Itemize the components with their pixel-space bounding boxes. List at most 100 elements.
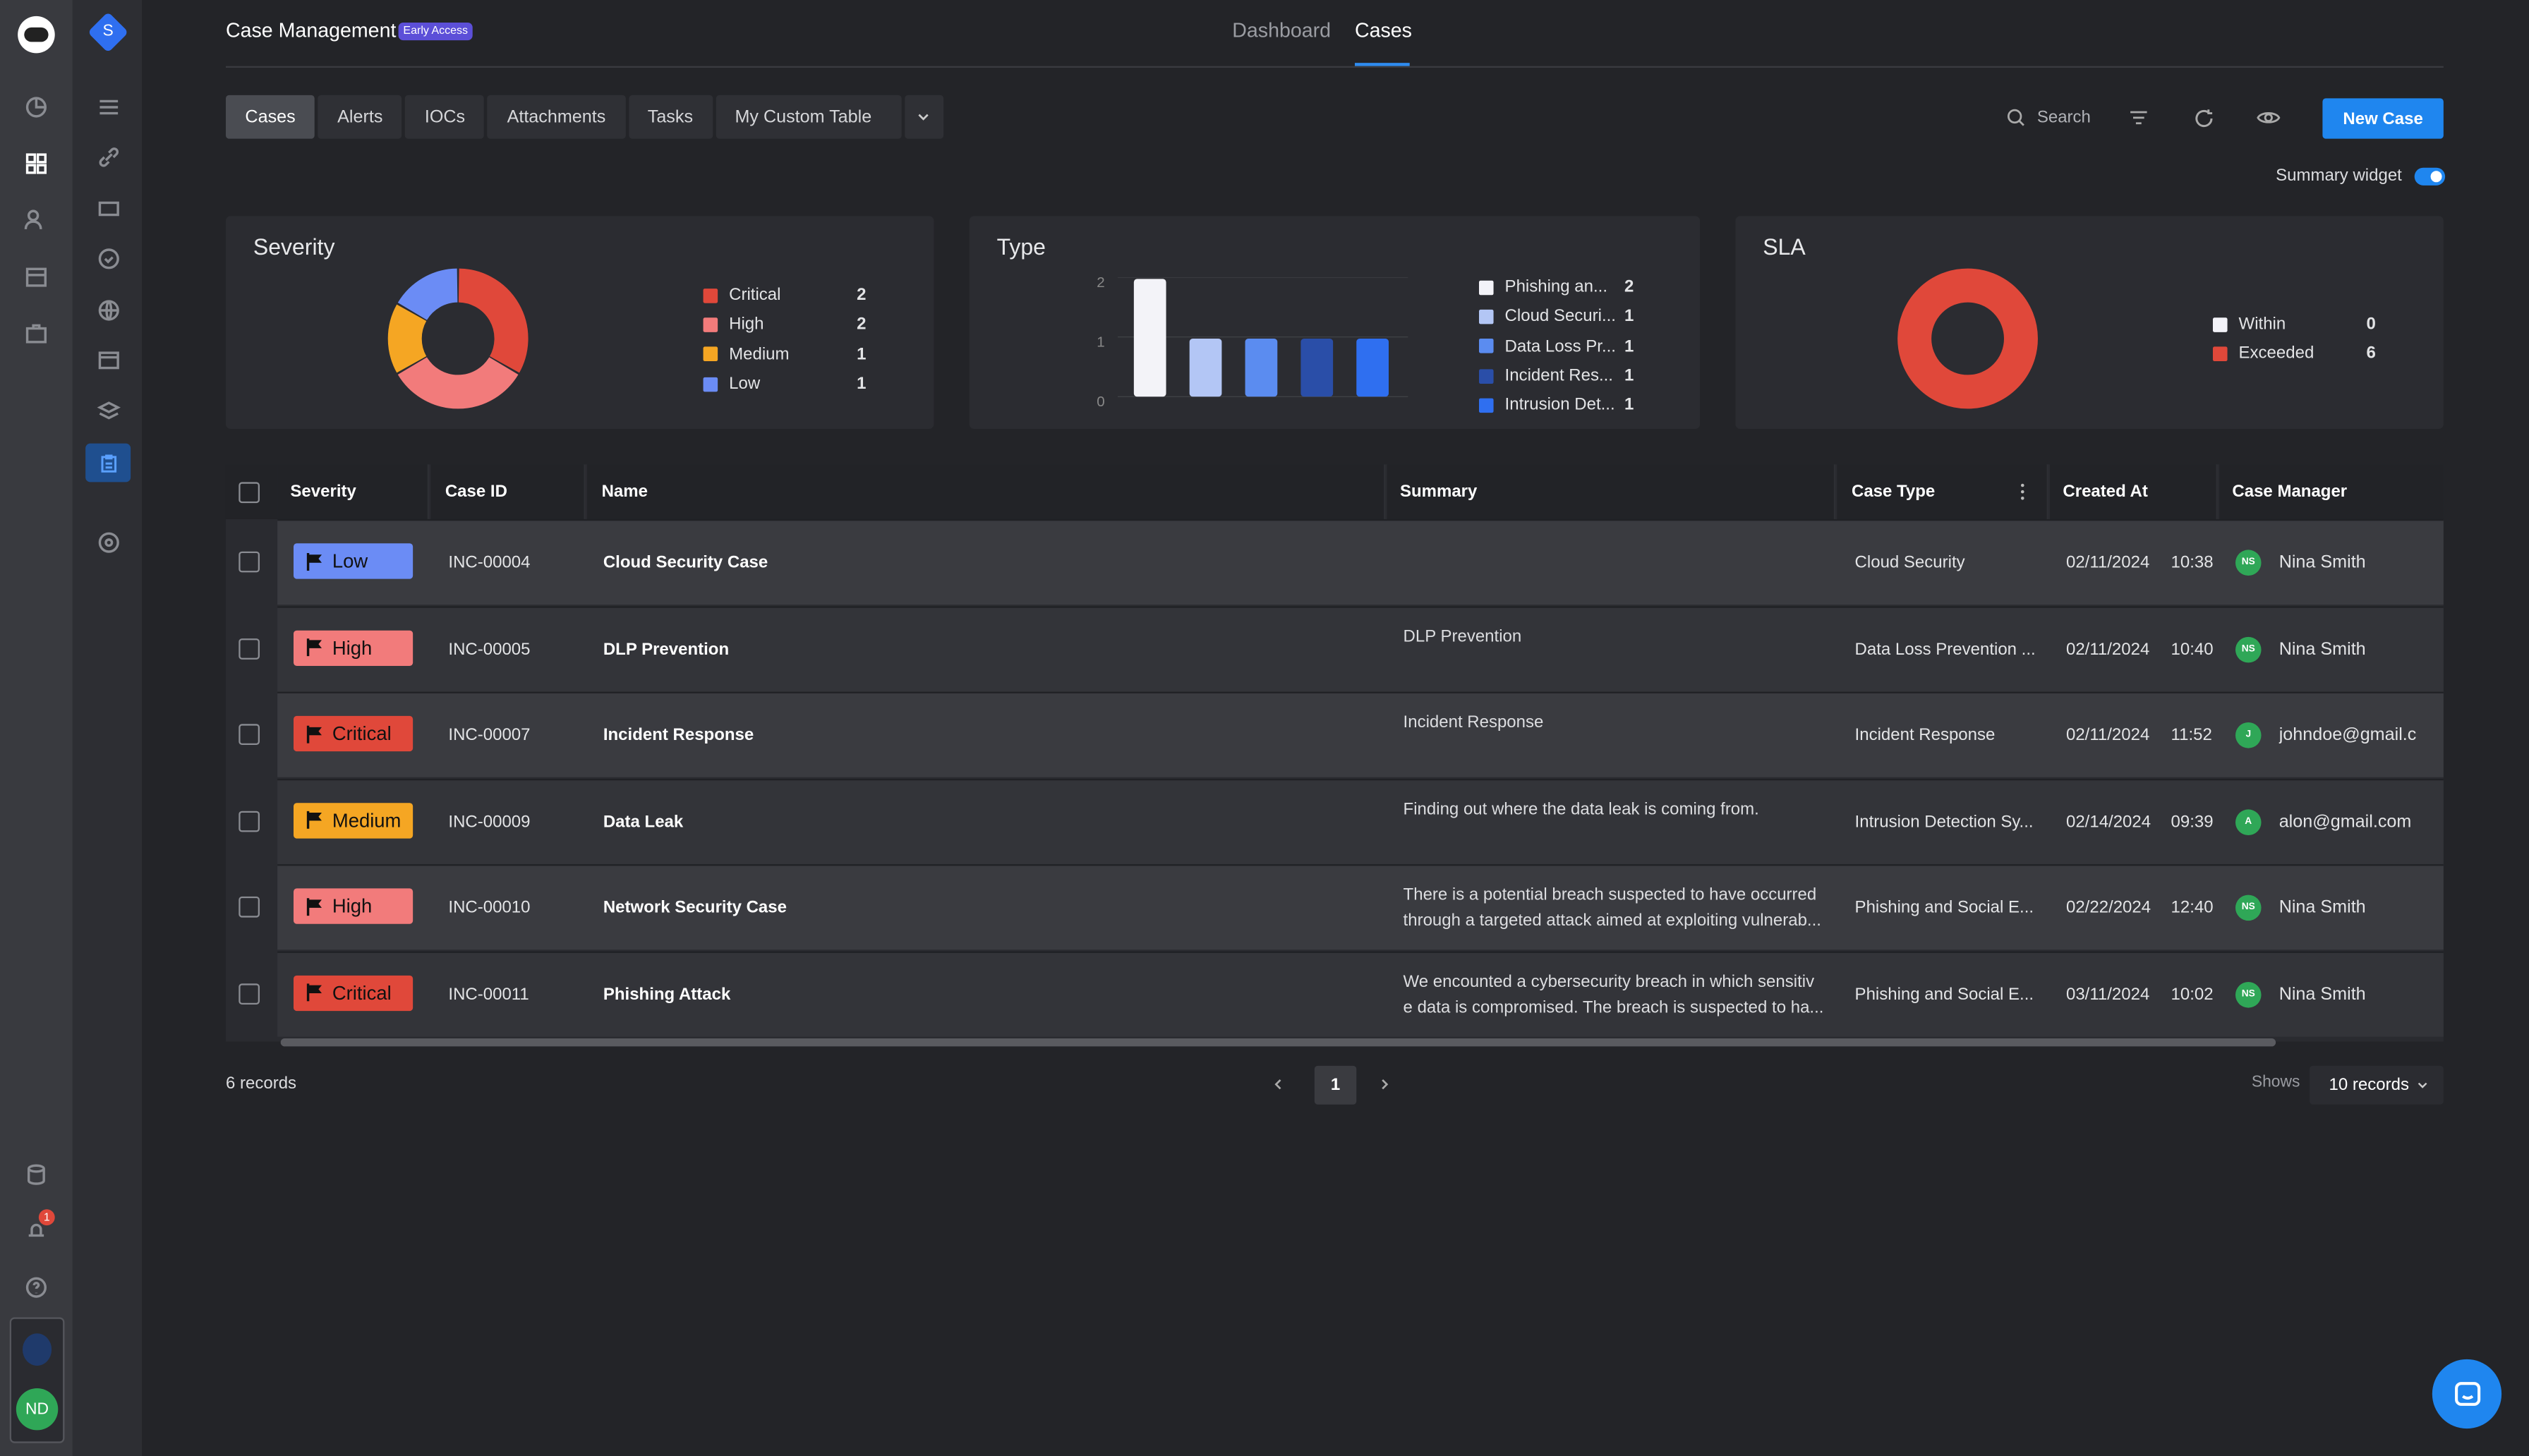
card-icon[interactable] xyxy=(92,192,124,224)
col-summary[interactable]: Summary xyxy=(1387,464,1836,519)
donut-slice xyxy=(397,356,519,409)
summary-widget-toggle[interactable] xyxy=(2414,167,2446,186)
table-tab-attachments[interactable]: Attachments xyxy=(488,95,625,139)
refresh-icon[interactable] xyxy=(2194,108,2215,129)
notification-badge: 1 xyxy=(38,1209,55,1226)
user-avatar[interactable]: ND xyxy=(16,1388,59,1431)
case-name[interactable]: Phishing Attack xyxy=(603,984,731,1004)
row-checkbox[interactable] xyxy=(239,637,260,659)
eye-icon[interactable] xyxy=(2257,108,2281,127)
calendar-icon[interactable] xyxy=(19,260,52,292)
table-row[interactable]: High INC-00005 DLP Prevention DLP Preven… xyxy=(277,605,2444,691)
next-page-icon[interactable] xyxy=(1377,1077,1392,1092)
sliders-icon[interactable] xyxy=(92,90,124,123)
col-case-type[interactable]: Case Type xyxy=(1837,464,2048,519)
nav-rail: S xyxy=(72,0,143,1456)
row-checkbox[interactable] xyxy=(239,810,260,832)
column-menu-icon[interactable] xyxy=(2020,482,2026,501)
page-size-value: 10 records xyxy=(2329,1075,2409,1095)
help-icon[interactable] xyxy=(19,1270,52,1303)
legend-label: High xyxy=(729,315,764,335)
legend-label: Cloud Securi... xyxy=(1504,307,1616,327)
table-row[interactable]: Critical INC-00011 Phishing Attack We en… xyxy=(277,950,2444,1036)
flag-icon xyxy=(306,638,322,657)
col-name[interactable]: Name xyxy=(586,464,1386,519)
table-row[interactable]: High INC-00010 Network Security Case The… xyxy=(277,864,2444,950)
table-tab-custom[interactable]: My Custom Table xyxy=(716,95,901,139)
case-name[interactable]: Data Leak xyxy=(603,811,684,832)
type-legend-item: Intrusion Det... 1 xyxy=(1478,391,1634,420)
row-checkbox[interactable] xyxy=(239,983,260,1004)
case-summary: We encounted a cybersecurity breach in w… xyxy=(1403,971,1824,1017)
layers-icon[interactable] xyxy=(92,395,124,427)
legend-label: Low xyxy=(729,374,761,394)
table-row[interactable]: Critical INC-00007 Incident Response Inc… xyxy=(277,691,2444,777)
row-checkbox[interactable] xyxy=(239,724,260,745)
case-name[interactable]: DLP Prevention xyxy=(603,639,730,659)
case-id: INC-00011 xyxy=(448,984,529,1004)
legend-swatch xyxy=(703,346,718,362)
filter-icon[interactable] xyxy=(2129,108,2148,127)
case-type: Data Loss Prevention ... xyxy=(1854,639,2036,659)
table-row[interactable]: Low INC-00004 Cloud Security Case Cloud … xyxy=(277,518,2444,605)
legend-value: 6 xyxy=(2366,344,2376,364)
table-row[interactable]: Medium INC-00009 Data Leak Finding out w… xyxy=(277,777,2444,863)
globe-icon[interactable] xyxy=(92,293,124,326)
page-number-button[interactable]: 1 xyxy=(1314,1065,1357,1105)
users-icon[interactable] xyxy=(19,203,52,236)
app-logo-icon[interactable] xyxy=(18,16,55,54)
select-all-checkbox[interactable] xyxy=(239,482,260,504)
severity-legend-item: Medium 1 xyxy=(703,339,866,369)
legend-value: 1 xyxy=(1624,307,1634,327)
chevron-down-icon xyxy=(918,114,929,121)
row-checkbox[interactable] xyxy=(239,551,260,573)
cases-nav-item[interactable] xyxy=(85,443,131,483)
window-icon[interactable] xyxy=(92,344,124,376)
horizontal-scrollbar[interactable] xyxy=(280,1038,2276,1047)
table-tab-cases[interactable]: Cases xyxy=(225,95,315,139)
new-case-button[interactable]: New Case xyxy=(2322,98,2444,139)
type-legend: Phishing an... 2 Cloud Securi... 1 Data Loss… xyxy=(1478,272,1634,420)
col-case-manager[interactable]: Case Manager xyxy=(2219,464,2444,519)
table-tabs-dropdown[interactable] xyxy=(904,95,943,139)
type-bar xyxy=(1189,338,1222,397)
created-date: 02/14/2024 xyxy=(2065,811,2151,832)
case-name[interactable]: Network Security Case xyxy=(603,898,787,918)
bot-avatar[interactable] xyxy=(22,1333,52,1366)
legend-swatch xyxy=(1478,309,1494,324)
dashboard-grid-icon[interactable] xyxy=(19,147,52,179)
database-icon[interactable] xyxy=(19,1158,52,1190)
legend-label: Critical xyxy=(729,285,781,305)
tab-cases[interactable]: Cases xyxy=(1354,19,1412,42)
active-tab-indicator xyxy=(1354,63,1410,66)
target-icon[interactable] xyxy=(92,526,124,558)
col-case-id[interactable]: Case ID xyxy=(430,464,586,519)
case-name[interactable]: Incident Response xyxy=(603,725,754,745)
case-summary: Finding out where the data leak is comin… xyxy=(1403,799,1759,818)
table-tab-iocs[interactable]: IOCs xyxy=(405,95,485,139)
link-icon[interactable] xyxy=(92,140,124,173)
table-tab-tasks[interactable]: Tasks xyxy=(628,95,713,139)
prev-page-icon[interactable] xyxy=(1271,1077,1286,1092)
legend-label: Exceeded xyxy=(2238,344,2314,364)
row-checkbox[interactable] xyxy=(239,896,260,918)
legend-swatch xyxy=(703,317,718,332)
case-name[interactable]: Cloud Security Case xyxy=(603,552,768,573)
sla-legend: Within 0 Exceeded 6 xyxy=(2212,310,2376,369)
briefcase-icon[interactable] xyxy=(19,316,52,348)
case-id: INC-00004 xyxy=(448,552,531,573)
chat-launcher-button[interactable] xyxy=(2432,1359,2502,1429)
col-created-at[interactable]: Created At xyxy=(2050,464,2218,519)
notifications-icon[interactable] xyxy=(19,1213,52,1245)
table-tab-alerts[interactable]: Alerts xyxy=(318,95,402,139)
type-widget: Type 2 1 0 Phishing an... 2 Cloud Securi..… xyxy=(969,216,1701,429)
shield-check-icon[interactable] xyxy=(92,242,124,274)
page-size-select[interactable]: 10 records xyxy=(2310,1065,2444,1105)
search-button[interactable]: Search xyxy=(2006,108,2091,128)
sla-legend-item: Within 0 xyxy=(2212,310,2376,339)
col-severity[interactable]: Severity xyxy=(277,464,429,519)
donut-slice xyxy=(457,268,529,373)
y-tick-0: 0 xyxy=(1097,393,1105,410)
tab-dashboard[interactable]: Dashboard xyxy=(1232,19,1332,42)
chart-pie-icon[interactable] xyxy=(19,90,52,123)
